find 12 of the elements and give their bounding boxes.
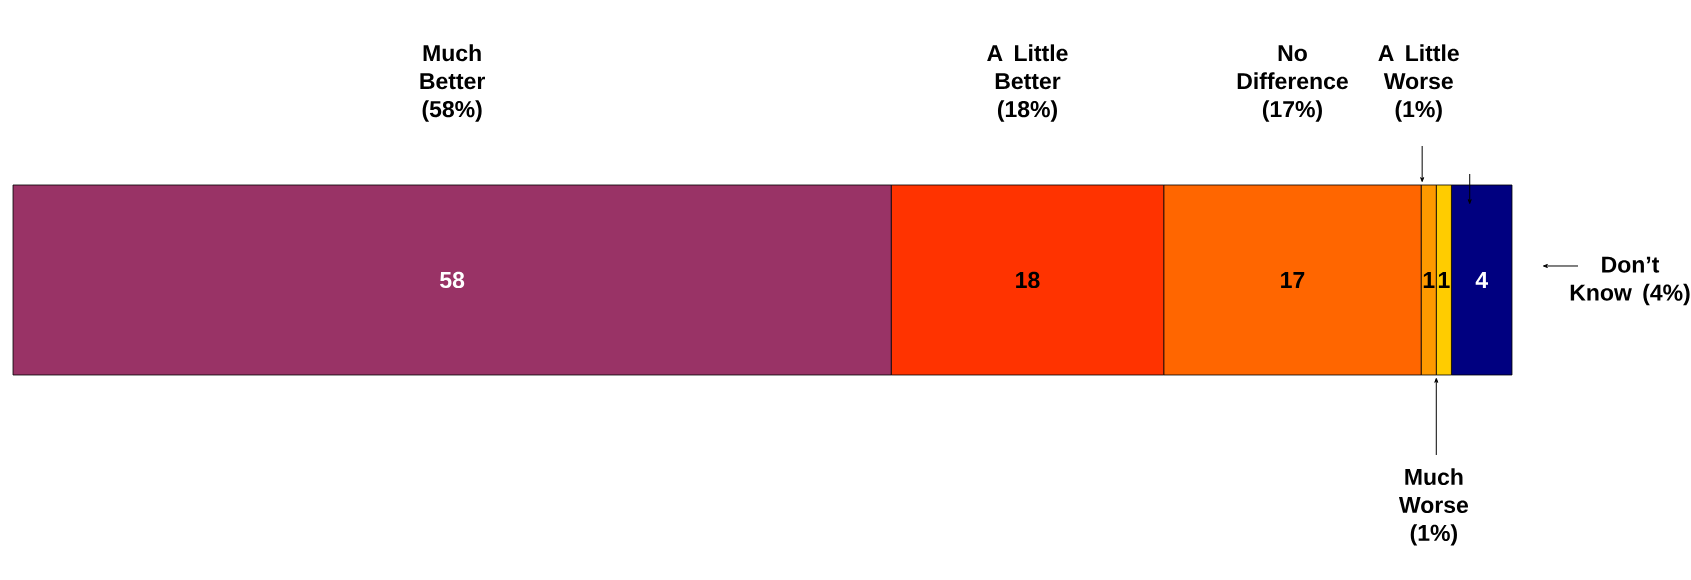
data-label: 4 <box>1475 272 1488 288</box>
data-label: 1 <box>1438 272 1450 288</box>
text: Much Better (58%) <box>420 44 485 122</box>
data-label: 17 <box>1281 272 1305 288</box>
text: Much Worse (1%) <box>1398 468 1469 546</box>
data-label: 58 <box>440 271 465 289</box>
text: A Little Worse (1%) <box>1378 44 1459 122</box>
text: No Difference (17%) <box>1237 45 1348 122</box>
legend-label: Don’t Know (4%) <box>1570 256 1690 306</box>
data-label: 18 <box>1016 271 1040 289</box>
text: A Little Better (18%) <box>987 44 1068 122</box>
data-label: 1 <box>1423 272 1435 288</box>
